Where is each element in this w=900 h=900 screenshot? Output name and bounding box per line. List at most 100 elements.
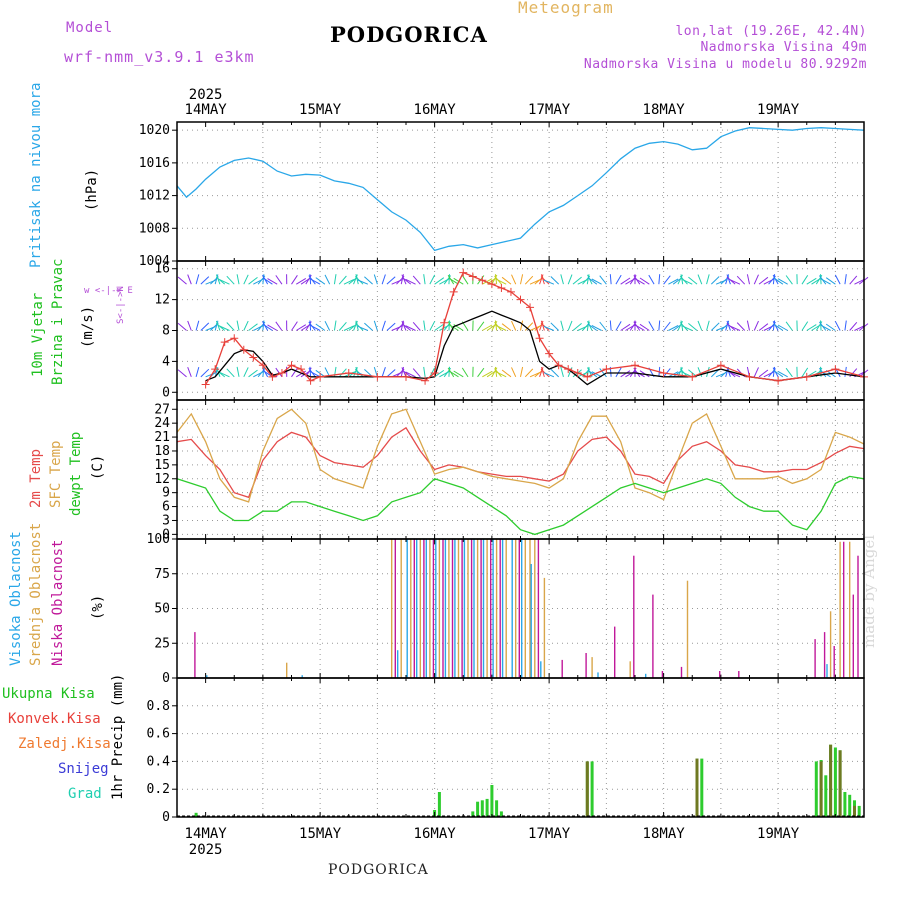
wind-barb [494, 366, 498, 377]
lonlat-label: lon,lat (19.26E, 42.4N) [675, 24, 867, 39]
wind-barb [243, 320, 249, 331]
precip-total-bar [490, 785, 494, 817]
y-tick-label: 1016 [139, 156, 170, 171]
wind-barb [219, 371, 230, 378]
wind-barb [429, 274, 436, 285]
wind-barb [461, 367, 469, 378]
gust-marker [545, 349, 554, 358]
day-label-bottom: 15MAY [299, 826, 342, 842]
wind-barb [540, 366, 545, 377]
wind-barb [758, 276, 769, 285]
gust-marker [287, 361, 296, 370]
wind-barb [477, 321, 485, 331]
wind-barb [726, 274, 731, 285]
gust-marker [716, 361, 725, 370]
y-tick-label: 24 [154, 416, 170, 431]
wind-barb [543, 279, 555, 285]
y-tick-label: 75 [154, 567, 170, 582]
wind-barb [658, 274, 661, 285]
footer-city: PODGORICA [328, 862, 429, 878]
gust-marker [554, 361, 563, 370]
gust-marker [659, 368, 668, 377]
wind-barb [639, 323, 650, 331]
wind-barb [706, 274, 710, 285]
wind-barb [215, 274, 221, 285]
wind-barb [338, 368, 347, 378]
wind-barb [501, 276, 512, 285]
wind-barb [726, 320, 731, 331]
wind-barb [543, 372, 555, 378]
wind-barb [381, 320, 386, 331]
y-tick-label: 0 [162, 671, 170, 686]
wind-barb [550, 276, 560, 285]
precip-total-bar [857, 805, 861, 817]
wind-barb [697, 274, 703, 285]
wind-compass-ew: w <-|-> E [84, 286, 133, 296]
wind-barb [620, 370, 631, 378]
wind-barb [357, 279, 369, 285]
wind-barb [746, 320, 750, 331]
wind-barb [725, 320, 730, 331]
y-tick-label: 12 [154, 472, 170, 487]
wind-barb [355, 320, 359, 331]
panel-frames [176, 121, 865, 818]
wind-barb [682, 325, 693, 331]
wind-barb [706, 366, 710, 377]
wind-barb [448, 370, 459, 378]
day-label-top: 17MAY [528, 102, 571, 118]
wind-barb [200, 368, 210, 378]
gust-line [205, 271, 865, 385]
model-altitude-label: Nadmorska Visina u modelu 80.9292m [583, 57, 867, 72]
wind-barb [461, 275, 469, 285]
gust-marker [344, 368, 353, 377]
wind-barb [615, 321, 622, 331]
wind-barb [736, 275, 746, 285]
y-tick-label: 12 [154, 293, 170, 308]
pressure-line [176, 127, 865, 252]
wind-barb [448, 366, 450, 377]
wind-barb [248, 277, 258, 285]
day-label-top: 16MAY [414, 102, 457, 118]
wind-barb [386, 369, 396, 378]
wind-barb [310, 324, 321, 331]
model-name: wrf-nmm_v3.9.1 e3km [64, 48, 255, 66]
gust-marker [258, 361, 267, 370]
y-tick-label: 1004 [139, 254, 170, 269]
wind-barb [520, 274, 524, 285]
y-tick-label: 0.8 [147, 699, 170, 714]
wind-barb [560, 366, 564, 377]
gust-marker [201, 380, 210, 389]
precip-total-bar [848, 794, 852, 817]
wind-barb [726, 367, 731, 378]
wind-barb [785, 367, 793, 378]
wind-barb [494, 320, 498, 331]
wind-barb [386, 276, 396, 285]
wind-barb [291, 367, 298, 378]
wind-barb [773, 277, 784, 285]
wind-barb [187, 320, 192, 331]
wind-barb [706, 320, 710, 331]
wind-barb [324, 320, 331, 331]
wind-barb [267, 278, 278, 285]
y-tick-label: 0 [162, 527, 170, 542]
wind-barb [567, 320, 573, 331]
gust-marker [297, 365, 306, 374]
precip-total-bar [495, 800, 499, 817]
wind-barb [401, 367, 407, 378]
wind-barb [275, 321, 283, 331]
y-tick-label: 0.6 [147, 727, 170, 742]
wind-barb [849, 275, 858, 285]
wind-barb [844, 274, 847, 285]
wind-barb [400, 274, 404, 285]
wind-barb [550, 322, 560, 331]
meteogram-title: Meteogram [518, 0, 614, 17]
day-label-top: 15MAY [299, 102, 342, 118]
wind-barb [243, 367, 249, 378]
wind-barb [520, 320, 524, 331]
wind-barb [543, 325, 555, 331]
wind-barb [434, 277, 445, 285]
wind-barb [599, 321, 607, 331]
gust-marker [268, 372, 277, 381]
dewpt-line [176, 475, 865, 536]
